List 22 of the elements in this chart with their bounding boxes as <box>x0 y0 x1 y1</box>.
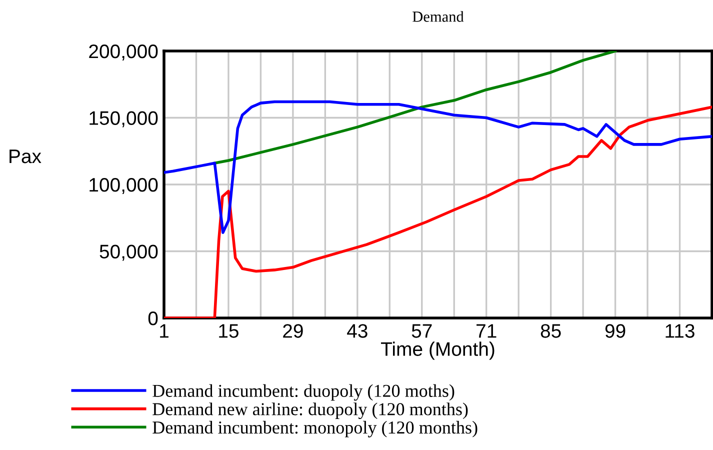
x-tick-label: 99 <box>605 324 626 338</box>
y-tick-label: 200,000 <box>89 44 158 61</box>
x-tick-label: 113 <box>666 324 694 338</box>
x-tick-label: 15 <box>219 324 238 338</box>
y-axis-title: Pax <box>10 150 42 164</box>
y-tick-label: 50,000 <box>100 244 158 261</box>
x-tick-label: 43 <box>347 324 368 338</box>
x-tick-label: 1 <box>160 324 168 338</box>
chart-title: Demand <box>412 11 464 22</box>
legend-label: Demand new airline: duopoly (120 months) <box>152 402 468 420</box>
y-tick-label: 150,000 <box>90 111 158 128</box>
x-tick-label: 57 <box>412 324 432 338</box>
x-tick-label: 29 <box>283 324 303 338</box>
x-tick-label: 85 <box>540 324 561 338</box>
y-tick-label: 0 <box>148 311 158 326</box>
x-tick-label: 71 <box>476 324 496 338</box>
line-series <box>213 51 617 165</box>
x-axis-title: Time (Month) <box>381 342 494 360</box>
line-series <box>164 100 712 234</box>
y-tick-label: 100,000 <box>90 178 158 194</box>
legend-label: Demand incumbent: monopoly (120 months) <box>152 420 478 438</box>
legend-label: Demand incumbent: duopoly (120 moths) <box>152 384 454 401</box>
